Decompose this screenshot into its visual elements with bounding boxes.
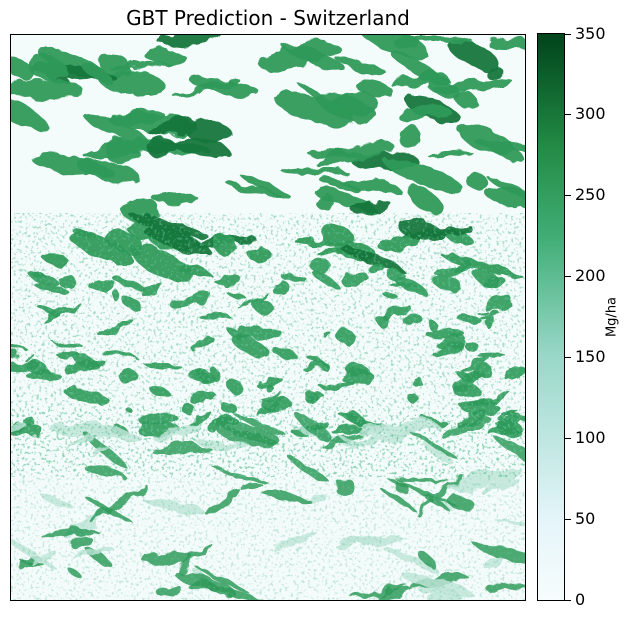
colorbar-tick <box>565 114 571 115</box>
forest-patch <box>488 35 525 50</box>
forest-patch <box>447 38 500 71</box>
forest-patch <box>484 139 525 164</box>
colorbar-tick <box>565 438 571 439</box>
colorbar-tick-label: 50 <box>575 509 596 528</box>
forest-patch <box>240 174 294 201</box>
colorbar-tick-label: 350 <box>575 24 606 43</box>
colorbar-tick <box>565 276 571 277</box>
forest-patch <box>226 183 282 198</box>
forest-patch <box>172 135 231 160</box>
forest-patch <box>319 178 361 192</box>
forest-patch <box>11 56 34 79</box>
forest-patch <box>355 35 431 60</box>
colorbar-tick <box>565 34 571 35</box>
forest-patch <box>153 192 198 206</box>
colorbar-tick <box>565 195 571 196</box>
forest-patch <box>143 47 188 67</box>
forest-patch <box>356 79 394 100</box>
colorbar-tick <box>565 600 571 601</box>
forest-patch <box>84 115 149 145</box>
forest-patch <box>11 78 85 100</box>
forest-patch <box>29 153 115 178</box>
colorbar-tick-label: 0 <box>575 590 586 609</box>
forest-patch <box>157 35 219 46</box>
forest-patch <box>258 41 339 70</box>
forest-patch <box>104 139 140 162</box>
colorbar-tick-label: 200 <box>575 266 606 285</box>
forest-patch <box>189 76 263 98</box>
forest-patch <box>298 83 341 112</box>
forest-patch <box>484 66 505 80</box>
colorbar-tick-label: 150 <box>575 347 606 366</box>
forest-patch <box>128 213 209 238</box>
forest-patch <box>412 35 474 43</box>
forest-patch <box>146 136 176 158</box>
colorbar-tick-label: 300 <box>575 104 606 123</box>
forest-patch <box>282 167 347 176</box>
forest-patch <box>396 103 449 120</box>
prediction-raster <box>11 35 525 600</box>
forest-patch <box>26 55 68 81</box>
colorbar-tick-label: 250 <box>575 185 606 204</box>
forest-patch <box>430 79 461 100</box>
forest-patch <box>172 78 240 97</box>
colorbar-tick <box>565 519 571 520</box>
forest-patch <box>11 95 47 130</box>
forest-patch <box>466 172 488 191</box>
forest-patch <box>274 94 355 126</box>
map-title: GBT Prediction - Switzerland <box>126 6 410 30</box>
prediction-map <box>10 34 526 601</box>
forest-patch <box>407 185 442 214</box>
forest-patch <box>306 150 365 157</box>
forest-patch <box>352 200 391 215</box>
forest-patch <box>486 176 525 205</box>
colorbar-tick <box>565 357 571 358</box>
forest-patch <box>398 124 422 149</box>
forest-patch <box>383 157 465 194</box>
forest-patch <box>428 148 471 159</box>
forest-patch <box>390 51 443 83</box>
colorbar <box>537 33 565 601</box>
forest-patch <box>81 62 112 83</box>
forest-patch <box>333 55 390 77</box>
forest-patch <box>147 118 196 135</box>
colorbar-label: Mg/ha <box>604 296 620 338</box>
colorbar-tick-label: 100 <box>575 428 606 447</box>
forest-patch <box>111 108 163 127</box>
